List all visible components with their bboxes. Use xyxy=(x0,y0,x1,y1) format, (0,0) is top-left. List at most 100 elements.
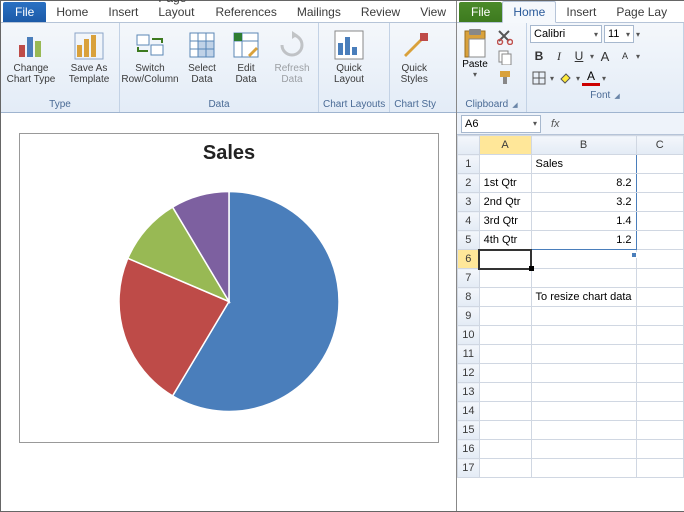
row-header[interactable]: 11 xyxy=(458,345,480,364)
cell[interactable] xyxy=(636,383,683,402)
copy-icon[interactable] xyxy=(497,49,513,65)
row-header[interactable]: 12 xyxy=(458,364,480,383)
cell[interactable] xyxy=(636,345,683,364)
borders-button[interactable] xyxy=(530,69,548,87)
change-chart-type-button[interactable]: ChangeChart Type xyxy=(5,25,57,85)
cell[interactable]: 3.2 xyxy=(531,193,636,212)
cut-icon[interactable] xyxy=(497,29,513,45)
format-painter-icon[interactable] xyxy=(497,69,513,85)
cell[interactable]: 8.2 xyxy=(531,174,636,193)
column-header[interactable]: A xyxy=(479,136,531,155)
row-header[interactable]: 2 xyxy=(458,174,480,193)
row-header[interactable]: 6 xyxy=(458,250,480,269)
fx-icon[interactable]: fx xyxy=(545,118,566,130)
font-size-select[interactable]: 11▾ xyxy=(604,25,634,43)
quick-styles-button[interactable]: QuickStyles xyxy=(394,25,434,85)
quick-layout-button[interactable]: QuickLayout xyxy=(323,25,375,85)
excel-tab-insert[interactable]: Insert xyxy=(556,2,606,22)
save-as-template-button[interactable]: Save AsTemplate xyxy=(63,25,115,85)
row-header[interactable]: 9 xyxy=(458,307,480,326)
tab-home[interactable]: Home xyxy=(46,2,98,22)
cell[interactable] xyxy=(636,250,683,269)
chevron-down-icon[interactable]: ▾ xyxy=(636,30,640,39)
cell[interactable]: 3rd Qtr xyxy=(479,212,531,231)
row-header[interactable]: 13 xyxy=(458,383,480,402)
font-name-select[interactable]: Calibri▾ xyxy=(530,25,602,43)
cell[interactable]: 1st Qtr xyxy=(479,174,531,193)
row-header[interactable]: 7 xyxy=(458,269,480,288)
cell[interactable] xyxy=(479,326,531,345)
bold-button[interactable]: B xyxy=(530,47,548,65)
cell[interactable] xyxy=(636,421,683,440)
cell[interactable] xyxy=(636,307,683,326)
row-header[interactable]: 1 xyxy=(458,155,480,174)
fill-color-button[interactable] xyxy=(556,69,574,87)
row-header[interactable]: 10 xyxy=(458,326,480,345)
row-header[interactable]: 15 xyxy=(458,421,480,440)
tab-review[interactable]: Review xyxy=(351,2,410,22)
row-header[interactable]: 5 xyxy=(458,231,480,250)
row-header[interactable]: 14 xyxy=(458,402,480,421)
cell[interactable] xyxy=(479,440,531,459)
cell[interactable]: Sales xyxy=(531,155,636,174)
tab-references[interactable]: References xyxy=(205,2,286,22)
cell[interactable] xyxy=(479,155,531,174)
cell[interactable] xyxy=(531,383,636,402)
cell[interactable] xyxy=(531,364,636,383)
cell[interactable] xyxy=(636,326,683,345)
cell[interactable] xyxy=(636,174,683,193)
file-tab[interactable]: File xyxy=(3,2,46,22)
select-data-button[interactable]: SelectData xyxy=(182,25,222,85)
cell[interactable] xyxy=(531,402,636,421)
italic-button[interactable]: I xyxy=(550,47,568,65)
cell[interactable] xyxy=(531,345,636,364)
cell[interactable] xyxy=(479,307,531,326)
cell[interactable] xyxy=(636,212,683,231)
column-header[interactable]: B xyxy=(531,136,636,155)
cell[interactable] xyxy=(636,459,683,478)
cell[interactable] xyxy=(636,402,683,421)
edit-data-button[interactable]: EditData xyxy=(228,25,264,85)
underline-button[interactable]: U xyxy=(570,47,588,65)
excel-file-tab[interactable]: File xyxy=(459,2,502,22)
chart-frame[interactable]: Sales xyxy=(19,133,439,443)
cell[interactable] xyxy=(636,155,683,174)
shrink-font-button[interactable]: A xyxy=(616,47,634,65)
cell[interactable]: To resize chart data xyxy=(531,288,636,307)
cell[interactable]: 1.4 xyxy=(531,212,636,231)
select-all-corner[interactable] xyxy=(458,136,480,155)
cell[interactable] xyxy=(479,459,531,478)
cell[interactable]: 1.2 xyxy=(531,231,636,250)
cell[interactable] xyxy=(479,383,531,402)
cell[interactable] xyxy=(636,440,683,459)
cell[interactable] xyxy=(479,288,531,307)
paste-button[interactable]: Paste ▾ xyxy=(457,23,493,98)
spreadsheet-grid[interactable]: ABC1Sales21st Qtr8.232nd Qtr3.243rd Qtr1… xyxy=(457,135,684,511)
row-header[interactable]: 8 xyxy=(458,288,480,307)
cell[interactable] xyxy=(531,459,636,478)
excel-tab-page-layout[interactable]: Page Lay xyxy=(606,2,677,22)
cell[interactable] xyxy=(636,193,683,212)
cell[interactable] xyxy=(531,421,636,440)
cell[interactable] xyxy=(531,440,636,459)
cell[interactable] xyxy=(531,326,636,345)
row-header[interactable]: 17 xyxy=(458,459,480,478)
row-header[interactable]: 3 xyxy=(458,193,480,212)
excel-tab-home[interactable]: Home xyxy=(502,1,556,23)
cell[interactable] xyxy=(479,421,531,440)
switch-row-column-button[interactable]: SwitchRow/Column xyxy=(124,25,176,85)
cell[interactable] xyxy=(531,269,636,288)
tab-page-layout[interactable]: Page Layout xyxy=(148,0,205,22)
cell[interactable] xyxy=(479,345,531,364)
cell[interactable] xyxy=(479,364,531,383)
font-color-button[interactable]: A xyxy=(582,70,600,86)
cell[interactable] xyxy=(479,250,531,269)
cell[interactable] xyxy=(479,269,531,288)
column-header[interactable]: C xyxy=(636,136,683,155)
cell[interactable] xyxy=(636,269,683,288)
tab-insert[interactable]: Insert xyxy=(98,2,148,22)
cell[interactable] xyxy=(636,288,683,307)
tab-mailings[interactable]: Mailings xyxy=(287,2,351,22)
cell[interactable]: 4th Qtr xyxy=(479,231,531,250)
row-header[interactable]: 4 xyxy=(458,212,480,231)
